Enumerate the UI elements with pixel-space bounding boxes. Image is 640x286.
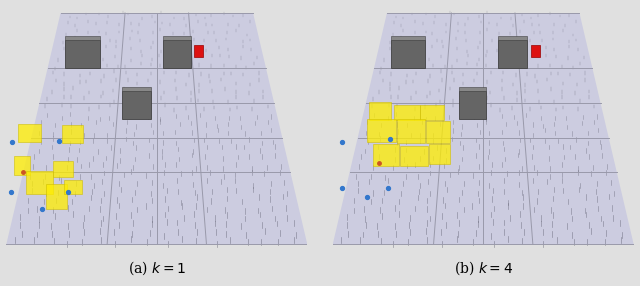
Bar (392, 36, 424, 40)
Polygon shape (333, 13, 634, 244)
Bar (459, 88, 486, 91)
Bar (122, 88, 151, 91)
Bar (26, 171, 53, 194)
Bar (163, 36, 191, 40)
Bar (394, 105, 420, 120)
Bar (45, 184, 67, 209)
Bar (429, 144, 450, 164)
Bar (65, 36, 100, 40)
Bar (163, 40, 191, 68)
Bar (426, 121, 450, 143)
Text: (b) $k = 4$: (b) $k = 4$ (454, 260, 513, 277)
Bar (53, 161, 72, 177)
Bar (531, 45, 540, 57)
Bar (19, 124, 41, 142)
Bar (14, 156, 31, 175)
Bar (367, 119, 396, 142)
Bar (392, 40, 424, 68)
Bar (401, 146, 428, 166)
Bar (397, 119, 424, 143)
Bar (62, 125, 83, 143)
Bar (499, 36, 527, 40)
Text: (a) $k = 1$: (a) $k = 1$ (128, 260, 186, 277)
Bar (369, 102, 392, 120)
Bar (122, 91, 151, 119)
Bar (420, 105, 444, 120)
Bar (459, 91, 486, 119)
Polygon shape (6, 13, 307, 244)
Bar (499, 40, 527, 68)
Bar (195, 45, 203, 57)
Bar (373, 144, 399, 166)
Bar (63, 180, 82, 194)
Bar (65, 40, 100, 68)
